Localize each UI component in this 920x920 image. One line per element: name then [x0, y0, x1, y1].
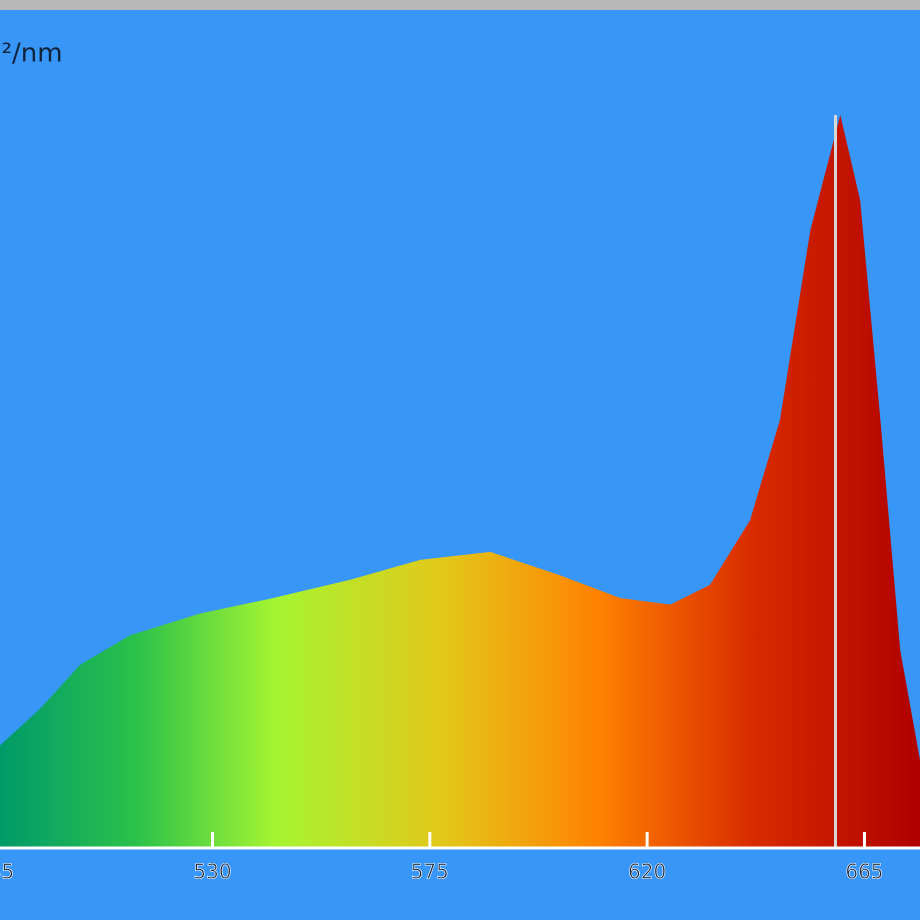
top-border — [0, 0, 920, 10]
y-axis-label: cm²/nm — [0, 39, 63, 69]
x-tick-label: 575 — [411, 860, 449, 884]
x-tick-label: 665 — [845, 860, 883, 884]
x-tick-label: 530 — [193, 860, 231, 884]
x-tick-label: 620 — [628, 860, 666, 884]
spectrum-area — [0, 115, 920, 848]
x-tick-label: 485 — [0, 860, 14, 884]
